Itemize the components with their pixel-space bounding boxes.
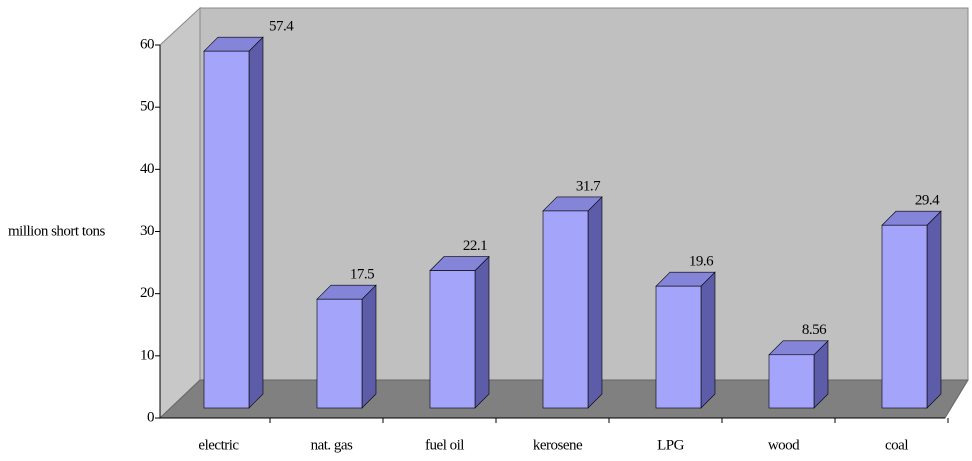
value-label: 29.4 — [915, 193, 940, 209]
y-tick-label: 20 — [140, 285, 154, 301]
value-label: 57.4 — [269, 19, 294, 35]
bar-side — [926, 210, 942, 409]
bar — [429, 270, 476, 409]
bar-side — [248, 36, 264, 409]
y-tick-label: 10 — [140, 347, 154, 363]
bar-side — [700, 271, 716, 409]
y-tick-label: 30 — [140, 223, 154, 239]
bar — [881, 224, 928, 409]
x-tick-label: wood — [768, 437, 800, 453]
x-tick-label: fuel oil — [425, 437, 464, 453]
y-tick-label: 60 — [140, 36, 154, 52]
bar — [316, 298, 363, 409]
value-label: 17.5 — [350, 267, 374, 283]
x-tick-label: electric — [198, 437, 239, 453]
value-label: 8.56 — [802, 322, 827, 338]
value-label: 22.1 — [463, 238, 487, 254]
side-wall — [159, 6, 201, 420]
x-tick-label: nat. gas — [311, 437, 353, 453]
y-axis-label: million short tons — [8, 223, 106, 239]
bar — [542, 210, 589, 409]
x-tick-label: coal — [885, 437, 908, 453]
x-tick-label: kerosene — [533, 437, 583, 453]
bar — [655, 285, 702, 409]
value-label: 19.6 — [689, 254, 714, 270]
bar — [203, 50, 250, 409]
y-tick-label: 40 — [140, 161, 154, 177]
y-tick-label: 0 — [147, 409, 154, 425]
bar-side — [361, 284, 377, 409]
value-label: 31.7 — [576, 178, 601, 194]
bar — [768, 354, 815, 409]
y-tick-label: 50 — [140, 99, 154, 115]
x-tick-label: LPG — [657, 437, 685, 453]
bar-side — [587, 196, 603, 409]
bar-side — [474, 255, 490, 409]
